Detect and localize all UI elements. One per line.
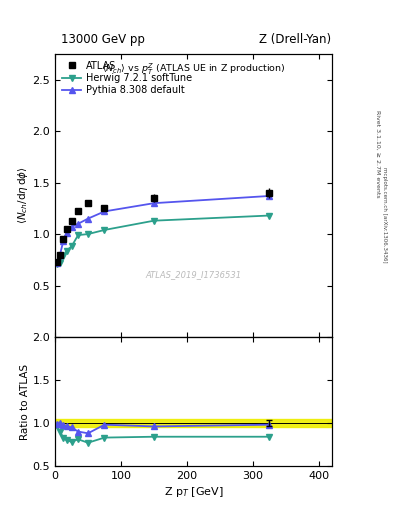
ATLAS bbox=[61, 236, 66, 242]
X-axis label: Z p$_T$ [GeV]: Z p$_T$ [GeV] bbox=[163, 485, 224, 499]
ATLAS bbox=[152, 195, 156, 201]
Pythia 8.308 default bbox=[54, 260, 59, 266]
ATLAS bbox=[267, 190, 272, 196]
Herwig 7.2.1 softTune bbox=[102, 227, 107, 233]
ATLAS bbox=[76, 208, 81, 215]
Pythia 8.308 default bbox=[152, 200, 156, 206]
ATLAS bbox=[54, 259, 59, 265]
Line: ATLAS: ATLAS bbox=[53, 189, 273, 265]
Herwig 7.2.1 softTune bbox=[61, 252, 66, 259]
Pythia 8.308 default bbox=[64, 230, 69, 236]
Pythia 8.308 default bbox=[58, 251, 62, 258]
Text: $\langle N_{ch}\rangle$ vs $p_T^Z$ (ATLAS UE in Z production): $\langle N_{ch}\rangle$ vs $p_T^Z$ (ATLA… bbox=[102, 62, 285, 77]
ATLAS bbox=[58, 251, 62, 258]
ATLAS bbox=[69, 218, 74, 224]
Line: Pythia 8.308 default: Pythia 8.308 default bbox=[53, 193, 272, 266]
Herwig 7.2.1 softTune bbox=[54, 261, 59, 267]
ATLAS bbox=[86, 200, 90, 206]
ATLAS bbox=[64, 226, 69, 232]
Y-axis label: Ratio to ATLAS: Ratio to ATLAS bbox=[20, 364, 29, 440]
Herwig 7.2.1 softTune bbox=[267, 212, 272, 219]
Text: Z (Drell-Yan): Z (Drell-Yan) bbox=[259, 33, 331, 46]
Herwig 7.2.1 softTune bbox=[58, 260, 62, 266]
Line: Herwig 7.2.1 softTune: Herwig 7.2.1 softTune bbox=[53, 212, 272, 267]
Bar bbox=[55, 419, 332, 428]
Text: Rivet 3.1.10, ≥ 2.7M events: Rivet 3.1.10, ≥ 2.7M events bbox=[375, 110, 380, 198]
Text: ATLAS_2019_I1736531: ATLAS_2019_I1736531 bbox=[145, 270, 242, 279]
Herwig 7.2.1 softTune bbox=[76, 232, 81, 238]
Pythia 8.308 default bbox=[86, 216, 90, 222]
Text: mcplots.cern.ch [arXiv:1306.3436]: mcplots.cern.ch [arXiv:1306.3436] bbox=[382, 167, 387, 263]
Herwig 7.2.1 softTune bbox=[69, 243, 74, 249]
Herwig 7.2.1 softTune bbox=[152, 218, 156, 224]
Pythia 8.308 default bbox=[102, 208, 107, 215]
Pythia 8.308 default bbox=[76, 221, 81, 227]
Pythia 8.308 default bbox=[69, 224, 74, 230]
Y-axis label: $\langle N_{ch}/\mathrm{d}\eta\,\mathrm{d}\phi\rangle$: $\langle N_{ch}/\mathrm{d}\eta\,\mathrm{… bbox=[16, 166, 29, 224]
Legend: ATLAS, Herwig 7.2.1 softTune, Pythia 8.308 default: ATLAS, Herwig 7.2.1 softTune, Pythia 8.3… bbox=[60, 58, 194, 97]
Text: 13000 GeV pp: 13000 GeV pp bbox=[61, 33, 145, 46]
ATLAS bbox=[102, 205, 107, 211]
Herwig 7.2.1 softTune bbox=[64, 247, 69, 253]
Herwig 7.2.1 softTune bbox=[86, 231, 90, 237]
Pythia 8.308 default bbox=[267, 193, 272, 199]
Pythia 8.308 default bbox=[61, 238, 66, 244]
